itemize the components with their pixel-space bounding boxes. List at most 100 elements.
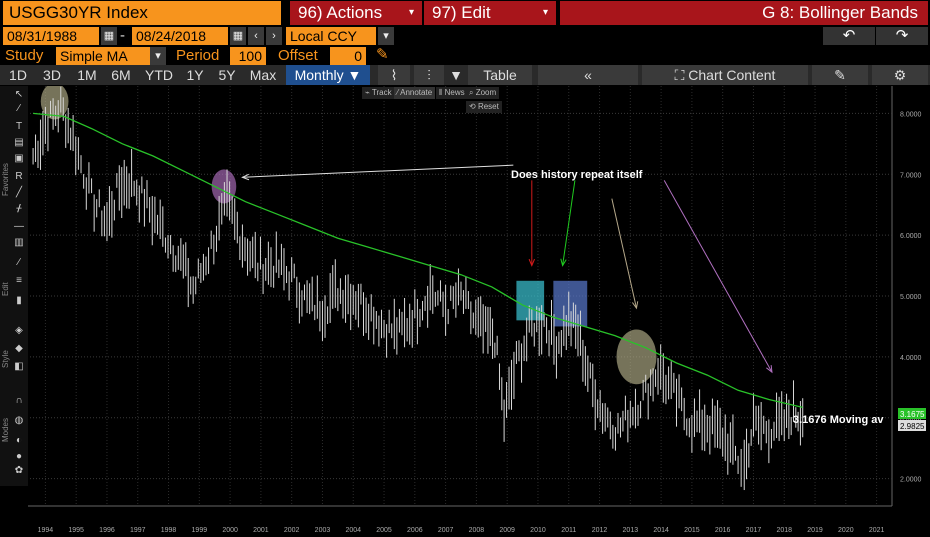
x-tick-label: 2003 (315, 527, 331, 534)
zoom-tool[interactable]: ⌕ Zoom (466, 87, 500, 99)
currency-select[interactable]: Local CCY (286, 27, 376, 45)
date-row: 08/31/1988 ▦ - 08/24/2018 ▦ ‹ › Local CC… (0, 26, 930, 46)
highlight-circle-1994 (40, 86, 69, 120)
cursor-icon[interactable]: ↖ (14, 89, 24, 100)
undo-button[interactable]: ↶ (823, 27, 875, 45)
chart-toolbar: 1D 3D 1M 6M YTD 1Y 5Y Max Monthly ▼ ⌇ ⫶ … (0, 65, 930, 85)
arrow-tan-shaft (611, 198, 637, 309)
chevron-left-icon[interactable]: ‹ (248, 27, 264, 45)
arrow-to-2000-shaft (242, 164, 514, 178)
style-section-label: Style (1, 350, 10, 368)
chevron-down-icon[interactable]: ▾ (150, 47, 166, 65)
line-chart-icon[interactable]: ⌇ (378, 65, 410, 85)
pencil-icon[interactable]: ✎ (376, 46, 389, 63)
chevron-down-icon[interactable]: ▼ (449, 67, 463, 83)
highlight-box-2011 (553, 280, 588, 327)
settings-tool-icon[interactable]: ✿ (14, 465, 24, 476)
arrow-purple (663, 180, 773, 374)
x-tick-label: 2009 (499, 527, 515, 534)
chart-background (28, 86, 930, 537)
arrow-red (528, 180, 535, 267)
range-1m[interactable]: 1M (77, 67, 97, 83)
actions-label: 96) Actions (298, 3, 383, 22)
x-tick-label: 2011 (561, 527, 576, 534)
y-tick-label: 6.0000 (900, 233, 922, 240)
ma-value: 2.9825 (900, 422, 925, 431)
y-axis: 8.0000 7.0000 6.0000 5.0000 4.0000 3.0000 2.00… (900, 111, 922, 483)
track-tool[interactable]: ⌁ Track (362, 87, 395, 99)
measure-icon[interactable]: ▤ (14, 137, 24, 148)
paint-icon[interactable]: ◆ (15, 343, 23, 354)
range-ytd[interactable]: YTD (145, 67, 173, 83)
range-3d[interactable]: 3D (43, 67, 61, 83)
calendar-icon[interactable]: ▦ (230, 27, 246, 45)
range-1y[interactable]: 1Y (186, 67, 204, 83)
price-series (32, 86, 804, 491)
start-date-input[interactable]: 08/31/1988 (3, 27, 99, 45)
reset-label: Reset (477, 102, 499, 111)
hline-icon[interactable]: — (14, 221, 24, 232)
price-chart[interactable]: 8.0000 7.0000 6.0000 5.0000 4.0000 3.0000 2.00… (28, 86, 930, 537)
calendar-icon[interactable]: ▦ (101, 27, 117, 45)
arrow-green-shaft (562, 180, 576, 266)
table-button[interactable]: Table (468, 65, 532, 85)
arrow-purple-shaft (663, 180, 773, 373)
highlight-box-2010 (516, 280, 545, 321)
mode-icon[interactable]: ◍ (14, 415, 24, 426)
reset-tool[interactable]: ⟲ Reset (466, 101, 502, 113)
magnet-icon[interactable]: ∩ (15, 395, 23, 406)
range-max[interactable]: Max (249, 67, 277, 83)
grid-tool-icon[interactable]: ▥ (14, 237, 24, 248)
redo-button[interactable]: ↷ (876, 27, 928, 45)
chevron-right-icon[interactable]: › (266, 27, 282, 45)
collapse-button[interactable]: « (538, 65, 638, 85)
chevron-down-icon[interactable]: ▾ (378, 27, 394, 45)
fill-icon[interactable]: ◧ (14, 361, 24, 372)
x-tick-label: 2018 (776, 527, 792, 534)
x-tick-label: 2004 (345, 527, 361, 534)
edit-chart-icon[interactable]: ✎ (812, 65, 868, 85)
news-tool[interactable]: ⫴ News (436, 87, 468, 99)
arrow-purple-head (766, 365, 773, 374)
y-tick-label: 5.0000 (900, 294, 922, 301)
range-6m[interactable]: 6M (111, 67, 131, 83)
gear-icon[interactable]: ⚙ (872, 65, 928, 85)
ma-value-tag (898, 420, 926, 431)
x-tick-label: 2006 (407, 527, 423, 534)
candle-icon[interactable]: ⫶ (414, 65, 444, 85)
track-label: Track (371, 88, 392, 97)
box-icon[interactable]: ▣ (14, 153, 24, 164)
edit-menu[interactable]: 97) Edit ▾ (424, 1, 556, 25)
range-5y[interactable]: 5Y (218, 67, 236, 83)
annotate-tool[interactable]: ⁄ Annotate (394, 87, 436, 99)
layers-icon[interactable]: ◈ (15, 325, 23, 336)
period-input[interactable]: 100 (230, 47, 266, 65)
chart-content-button[interactable]: ⛶ Chart Content (642, 65, 808, 85)
color-icon[interactable]: ● (15, 451, 23, 462)
brush-icon[interactable]: ᚋ (16, 203, 22, 214)
line-tool-icon[interactable]: ╱ (15, 187, 23, 198)
y-tick-label: 4.0000 (900, 355, 922, 362)
fib-icon[interactable]: ≡ (16, 275, 22, 286)
x-tick-label: 2002 (284, 527, 300, 534)
edit-caret-icon: ▾ (542, 7, 548, 18)
news-icon: ⫴ (439, 88, 445, 97)
offset-input[interactable]: 0 (330, 47, 366, 65)
ticker-field[interactable]: USGG30YR Index (3, 1, 281, 25)
text-tool-icon[interactable]: T (15, 121, 23, 132)
r-tool-icon[interactable]: R (15, 171, 23, 182)
title-bar: USGG30YR Index 96) Actions ▾ 97) Edit ▾ … (0, 0, 930, 26)
range-1d[interactable]: 1D (9, 67, 27, 83)
actions-menu[interactable]: 96) Actions ▾ (290, 1, 422, 25)
date-separator: - (120, 27, 125, 44)
palette-icon[interactable]: ◐ (15, 435, 23, 446)
study-select[interactable]: Simple MA (56, 47, 150, 65)
frequency-select[interactable]: Monthly ▼ (286, 65, 370, 85)
end-date-input[interactable]: 08/24/2018 (132, 27, 228, 45)
pen-icon[interactable]: ∕ (18, 103, 20, 114)
arrow-tan-head (631, 301, 639, 310)
annotation-arrows (241, 164, 773, 374)
trash-icon[interactable]: ▮ (16, 295, 22, 306)
draw-icon[interactable]: ∕ (18, 257, 20, 268)
x-tick-label: 2013 (623, 527, 639, 534)
